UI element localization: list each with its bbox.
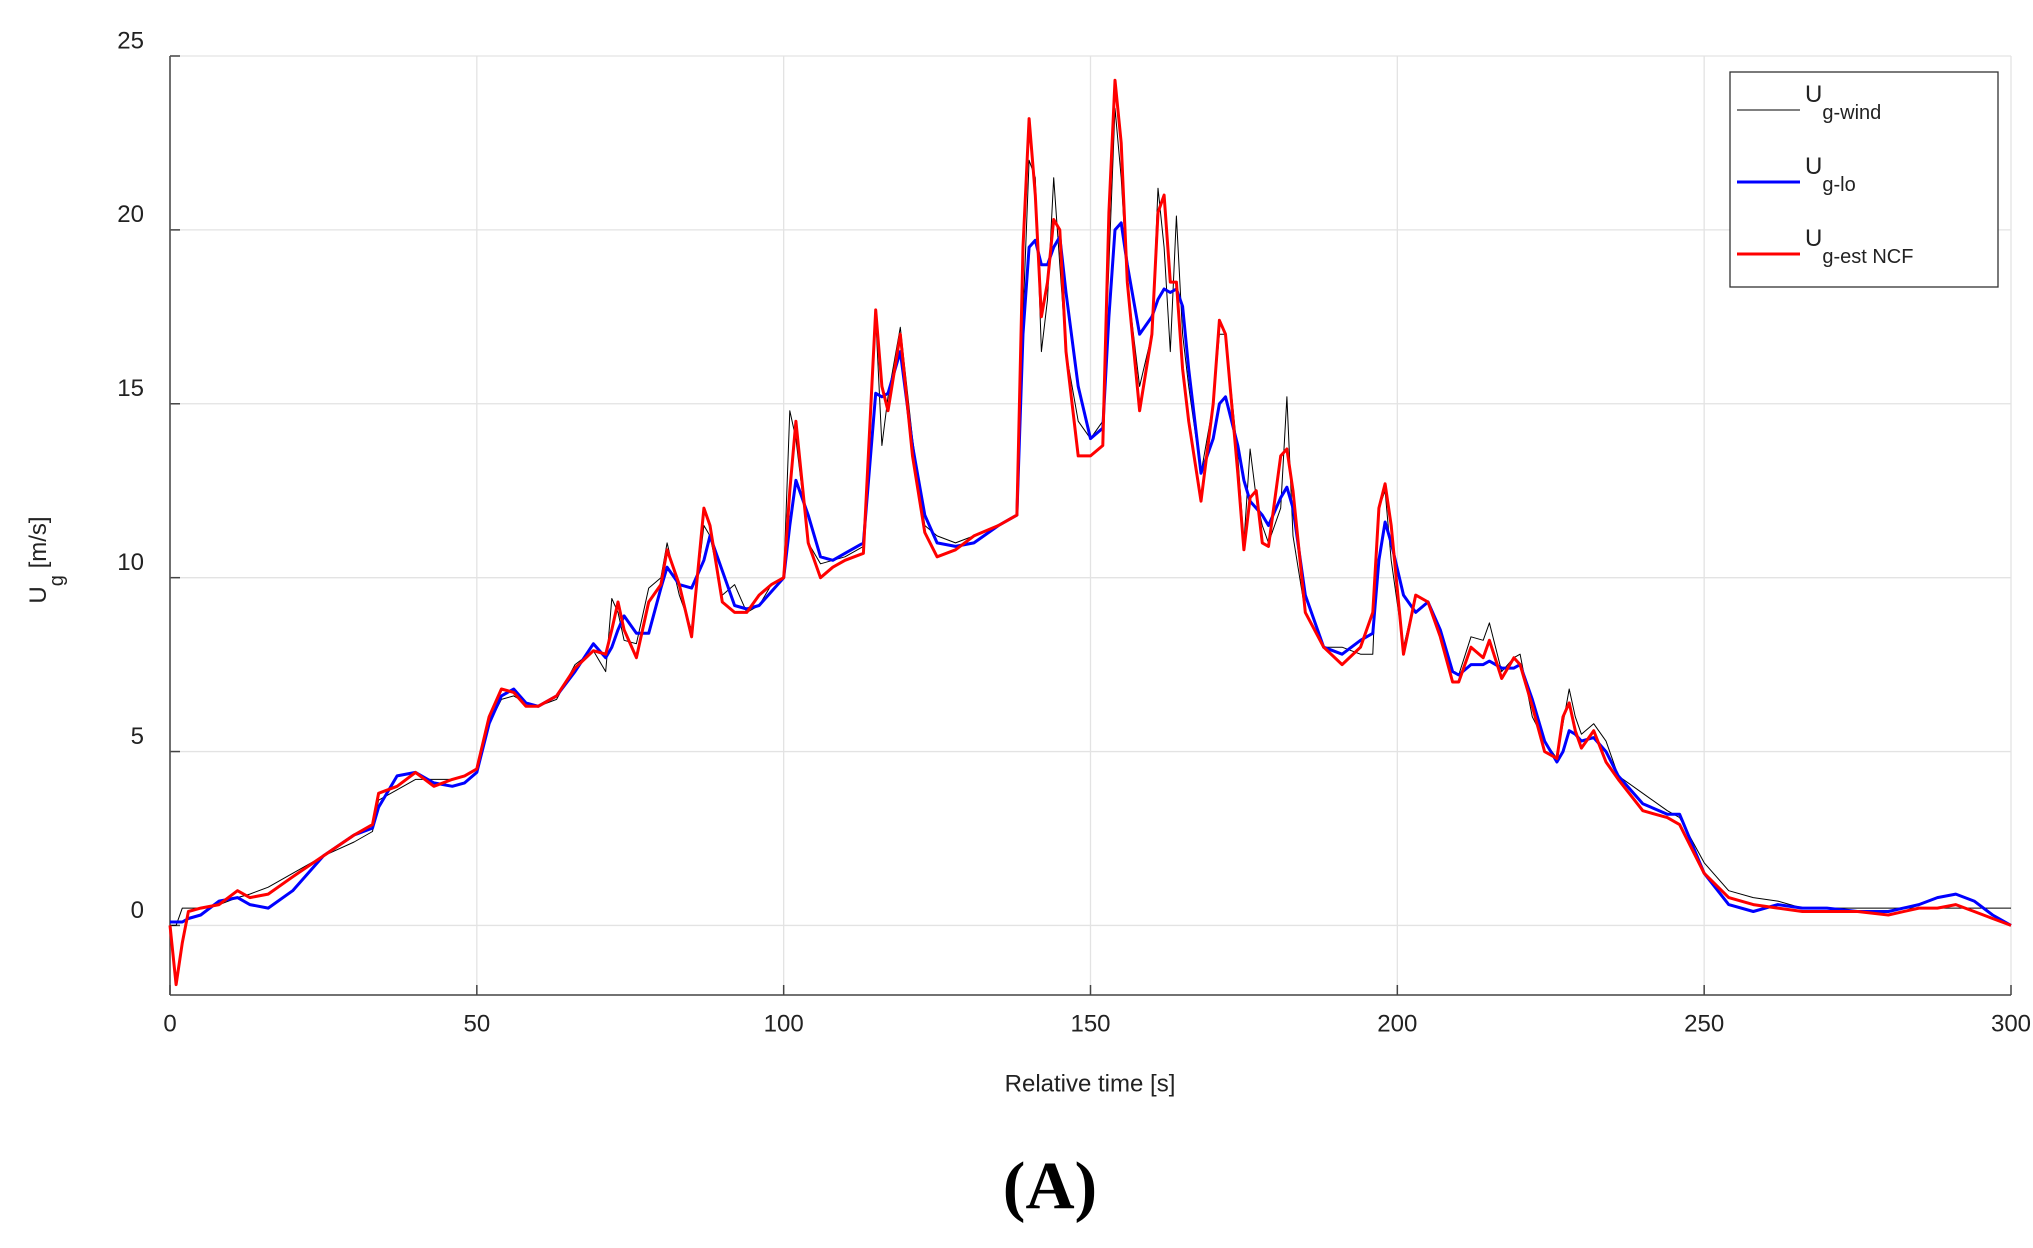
y-tick-label: 10 (117, 549, 144, 576)
y-axis-label: Ug [m/s] (25, 516, 68, 603)
x-axis-label: Relative time [s] (1005, 1070, 1176, 1097)
x-tick-label: 150 (1070, 1010, 1110, 1037)
series-line (168, 78, 2012, 987)
legend-box (1729, 71, 1999, 288)
x-tick-label: 0 (163, 1010, 176, 1037)
y-tick-label: 25 (117, 27, 144, 54)
legend-label: Ug-lo (1805, 153, 1856, 196)
legend-label: Ug-wind (1805, 81, 1881, 124)
x-tick-label: 50 (463, 1010, 490, 1037)
x-tick-label: 100 (764, 1010, 804, 1037)
x-tick-label: 200 (1377, 1010, 1417, 1037)
y-tick-label: 0 (131, 897, 144, 924)
y-tick-label: 5 (131, 723, 144, 750)
x-tick-label: 300 (1991, 1010, 2031, 1037)
legend-label: Ug-est NCF (1805, 225, 1913, 268)
y-tick-label: 15 (117, 375, 144, 402)
y-tick-label: 20 (117, 201, 144, 228)
caption: (A) (1003, 1148, 1097, 1224)
x-tick-label: 250 (1684, 1010, 1724, 1037)
